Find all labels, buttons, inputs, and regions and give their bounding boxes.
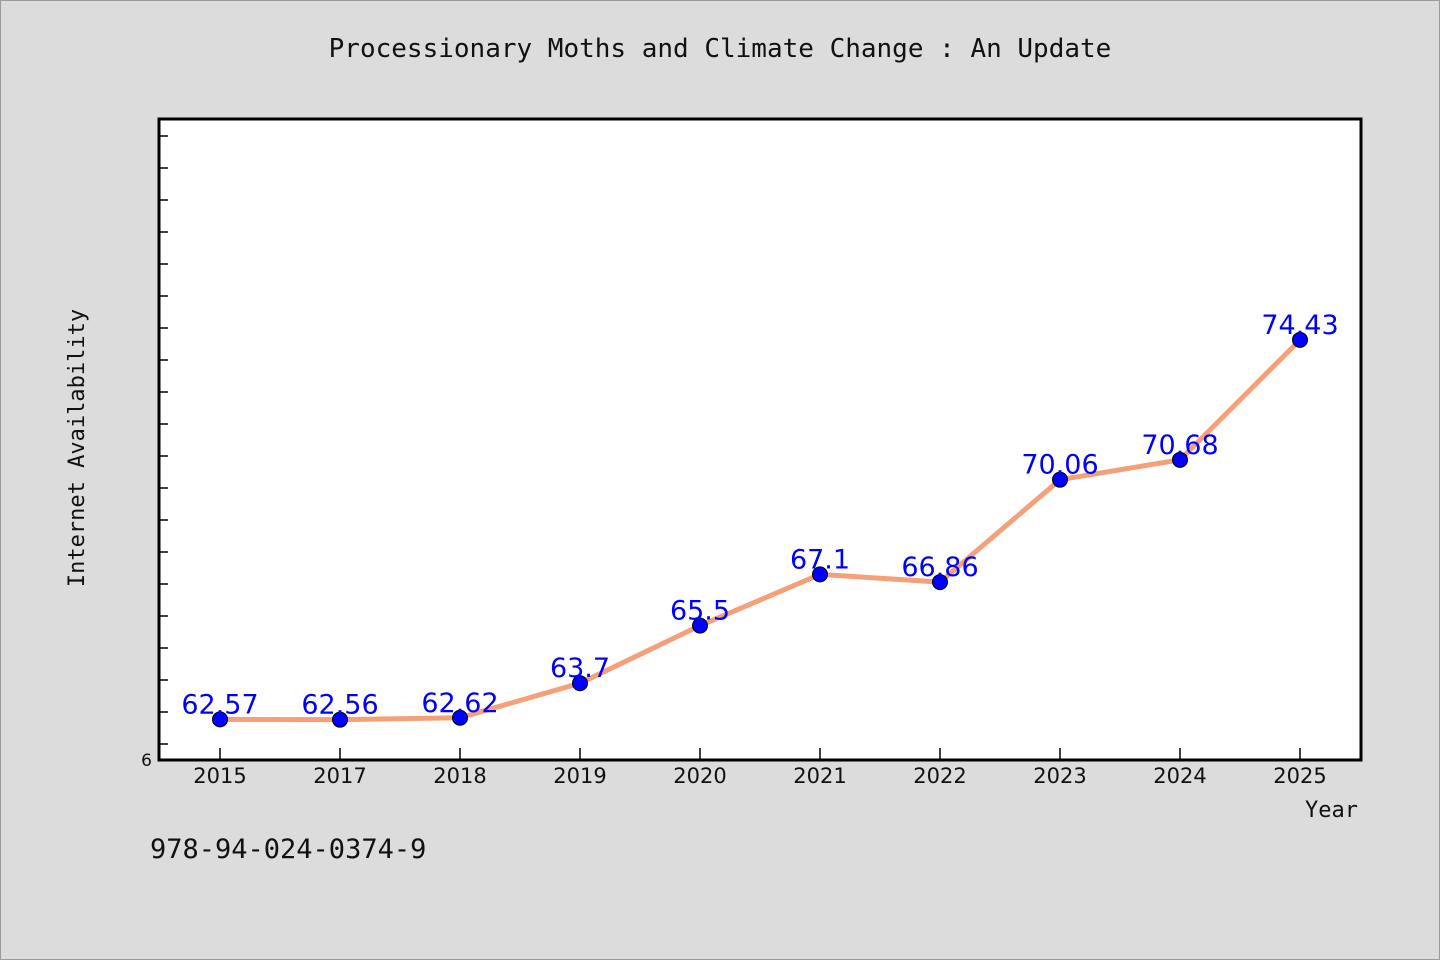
x-axis-ticks: [219, 748, 1301, 760]
data-point: [1172, 451, 1188, 468]
data-markers: [212, 331, 1308, 728]
x-tick-label: 2023: [1033, 764, 1086, 788]
x-tick-label: 2024: [1153, 764, 1206, 788]
isbn-text: 978-94-024-0374-9: [150, 834, 427, 865]
data-point: [332, 711, 348, 728]
x-tick-label: 2018: [433, 764, 486, 788]
x-tick-label: 2019: [553, 764, 606, 788]
y-axis-ticks: [160, 135, 168, 745]
chart-title: Processionary Moths and Climate Change :…: [328, 34, 1112, 64]
data-labels: 62.57 62.56 62.62 63.7 65.5 67.1 66.86 70.06 70.…: [181, 310, 1338, 721]
data-point: [692, 617, 708, 634]
x-tick-label: 2021: [793, 764, 846, 788]
series-line: [217, 337, 1303, 723]
data-label: 66.86: [901, 552, 978, 583]
y-axis-label: Internet Availability: [65, 309, 90, 587]
data-label: 62.62: [421, 688, 498, 719]
x-axis-label: Year: [1305, 798, 1358, 823]
data-point: [212, 711, 228, 728]
data-point: [932, 574, 948, 591]
data-label: 70.68: [1141, 430, 1218, 461]
data-label: 70.06: [1021, 450, 1098, 481]
x-tick-label: 2022: [913, 764, 966, 788]
data-point: [1052, 471, 1068, 488]
data-label: 62.56: [301, 690, 378, 721]
data-label: 62.57: [181, 689, 258, 720]
data-label: 65.5: [670, 596, 730, 627]
x-axis-tick-labels: 2015 2017 2018 2019 2020 2021 2022 2023 2024 2025: [193, 764, 1326, 788]
x-tick-label: 2020: [673, 764, 726, 788]
data-label: 67.1: [790, 544, 850, 575]
x-tick-label: 2015: [193, 764, 246, 788]
data-label: 74.43: [1261, 310, 1338, 341]
data-point: [1292, 331, 1308, 348]
data-point: [452, 709, 468, 726]
data-point: [812, 566, 828, 583]
plot-area: [157, 117, 1363, 762]
x-tick-label: 2025: [1273, 764, 1326, 788]
y-axis-tick-label: 6: [141, 751, 152, 771]
x-tick-label: 2017: [313, 764, 366, 788]
data-label: 63.7: [550, 653, 610, 684]
data-point: [572, 675, 588, 692]
